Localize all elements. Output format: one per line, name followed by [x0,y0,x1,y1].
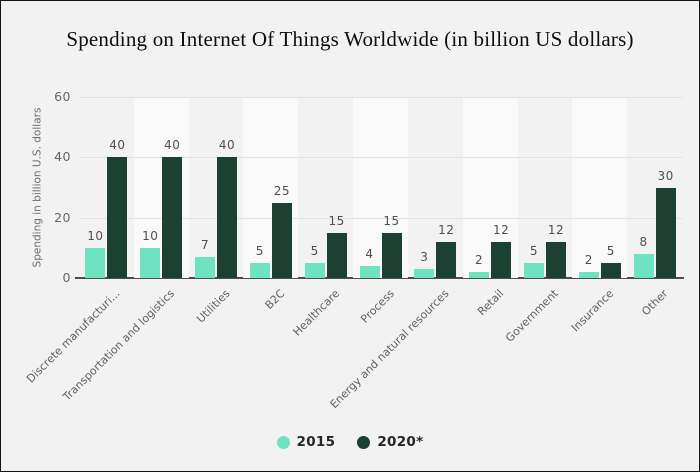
value-label: 8 [639,234,648,249]
x-tick-label: Other [639,287,671,319]
x-tick-label: Transportation and logistics [60,287,178,404]
value-label: 5 [255,243,264,258]
legend-item-2020[interactable]: 2020* [357,434,423,450]
value-label: 10 [87,228,104,243]
plot-area: Spending in billion U.S. dollars 0 20 40 60… [24,90,684,411]
value-label: 7 [200,237,210,252]
bar-2020-4 [326,232,347,278]
x-axis-line [75,277,684,279]
bar-2015-3 [249,262,270,278]
y-tick-label: 40 [54,149,71,165]
bar-2020-8 [545,241,566,278]
value-label: 15 [328,213,345,228]
y-tick-label: 20 [54,209,71,225]
value-label: 15 [383,213,400,228]
value-label: 40 [218,138,236,153]
x-tick-label: Insurance [568,287,616,335]
bar-2015-4 [304,262,325,278]
value-label: 40 [109,138,126,153]
x-tick-label: Government [503,287,562,345]
value-label: 12 [547,222,565,237]
value-label: 40 [164,138,181,153]
value-label: 3 [420,249,429,264]
value-label: 2 [584,252,593,267]
grid-line [79,97,682,98]
x-tick-label: Process [357,287,397,326]
bar-2020-5 [381,232,402,278]
x-tick-label: Healthcare [290,287,342,339]
legend-dot-2015 [276,435,290,449]
bar-2020-10 [655,187,676,278]
x-tick-label: Retail [475,287,507,319]
value-label: 25 [273,183,290,198]
value-label: 4 [365,246,374,261]
bar-2015-0 [85,247,106,278]
legend-item-2015[interactable]: 2015 [276,434,336,450]
bar-2020-7 [491,241,512,278]
legend-label-2015: 2015 [296,434,336,450]
bar-2015-6 [414,268,435,278]
bar-2020-6 [436,241,457,278]
x-tick-label: Energy and natural resources [327,287,452,411]
bar-2015-8 [523,262,544,278]
y-axis-title: Spending in billion U.S. dollars [31,107,44,268]
value-label: 30 [657,168,674,183]
column-band [572,97,628,278]
bar-2020-1 [162,157,183,278]
x-tick-label: Discrete manufacturi... [24,287,123,386]
x-tick-label: B2C [262,287,288,312]
grid-line [79,157,682,159]
bar-2015-5 [359,265,380,278]
bar-2015-1 [140,247,161,278]
bar-2020-0 [107,157,128,278]
x-tick-label: Utilities [193,287,233,326]
bar-2020-3 [271,202,292,278]
legend: 2015 2020* [1,434,699,450]
bar-2015-10 [633,253,654,278]
value-label: 5 [529,243,539,258]
grid-line [79,217,682,219]
bar-2020-2 [217,157,238,278]
legend-dot-2020 [357,435,371,449]
legend-label-2020: 2020* [377,434,424,450]
value-label: 12 [492,222,510,237]
bar-2020-9 [600,262,621,278]
bar-2015-7 [469,271,490,278]
bar-2015-9 [578,271,599,278]
value-label: 5 [606,243,615,258]
y-tick-label: 0 [62,270,71,285]
value-label: 10 [142,228,159,243]
value-label: 12 [438,222,455,237]
y-tick-label: 60 [54,89,71,104]
bar-2015-2 [195,256,216,278]
chart-title: Spending on Internet Of Things Worldwide… [66,27,634,51]
value-label: 5 [310,243,319,258]
value-label: 2 [475,252,484,267]
